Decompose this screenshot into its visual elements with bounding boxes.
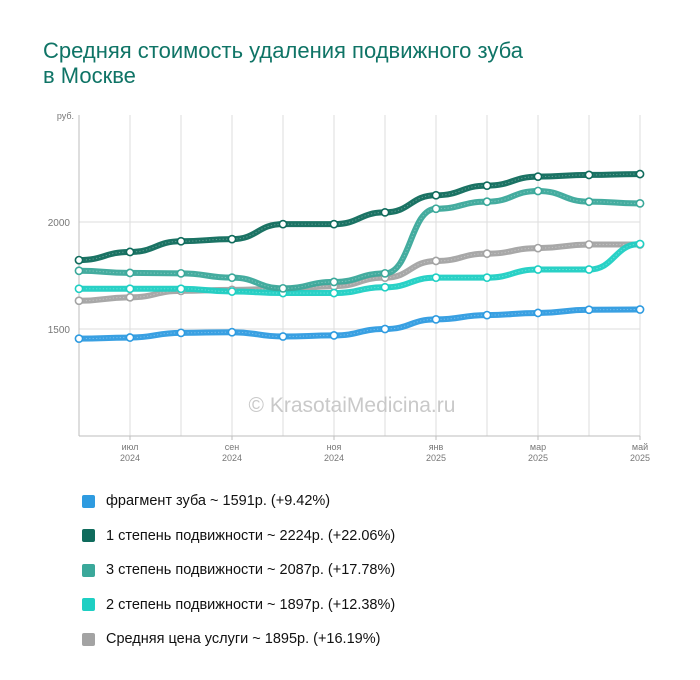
x-tick-year-label: 2024 <box>120 453 140 463</box>
legend-swatch <box>82 563 95 577</box>
series-0-point <box>584 305 594 315</box>
series-2-point <box>176 268 186 278</box>
y-tick-label: 1500 <box>48 325 71 336</box>
series-3-point <box>584 265 594 274</box>
series-3-point <box>380 282 390 292</box>
series-0-point <box>380 324 390 334</box>
x-tick-year-label: 2024 <box>222 453 242 463</box>
series-2-point <box>635 198 645 208</box>
series-2-point <box>278 283 288 293</box>
series-4-point <box>584 240 594 249</box>
y-tick-label: 2000 <box>48 218 71 229</box>
legend: фрагмент зуба ~ 1591р. (+9.42%) 1 степень… <box>82 484 395 657</box>
legend-swatch <box>82 632 95 646</box>
legend-swatch <box>82 494 95 508</box>
series-2-line <box>76 187 643 292</box>
series-2-line-group <box>76 187 643 292</box>
series-1-point <box>431 190 441 200</box>
series-0-point <box>176 328 186 338</box>
series-1-point <box>533 172 543 182</box>
series-points <box>74 169 645 344</box>
series-0-point <box>635 305 645 314</box>
series-3-point <box>227 287 237 296</box>
series-1-point <box>584 170 594 180</box>
series-3-point <box>533 265 543 274</box>
series-2-point <box>125 268 135 278</box>
x-tick-year-label: 2024 <box>324 453 344 463</box>
legend-item[interactable]: фрагмент зуба ~ 1591р. (+9.42%) <box>82 484 395 519</box>
series-4-point <box>431 256 441 266</box>
series-4-point <box>482 249 492 259</box>
series-0-point <box>482 310 492 320</box>
chart-title-line2: в Москве <box>43 63 136 88</box>
series-1-point <box>635 169 645 179</box>
series-0-point <box>227 327 237 337</box>
x-tick-year-label: 2025 <box>426 453 446 463</box>
x-tick-year-label: 2025 <box>528 453 548 463</box>
x-tick-month-label: сен <box>225 442 240 452</box>
series-0-point <box>533 308 543 318</box>
series-1-point <box>278 219 288 229</box>
series-2-point <box>380 268 390 278</box>
series-0-line <box>76 306 643 342</box>
legend-label: фрагмент зуба ~ 1591р. (+9.42%) <box>106 493 331 510</box>
series-3-point <box>329 288 339 298</box>
series-2-point <box>227 273 237 283</box>
watermark: © KrasotaiMedicina.ru <box>249 394 456 417</box>
chart-title: Средняя стоимость удаления подвижного зу… <box>43 38 643 88</box>
series-2-point <box>482 197 492 207</box>
legend-item[interactable]: 2 степень подвижности ~ 1897р. (+12.38%) <box>82 588 395 623</box>
series-3-line-texture <box>79 243 641 294</box>
legend-item[interactable]: 1 степень подвижности ~ 2224р. (+22.06%) <box>82 519 395 554</box>
legend-item[interactable]: 3 степень подвижности ~ 2087р. (+17.78%) <box>82 553 395 588</box>
series-4-point <box>125 292 135 302</box>
series-1-point <box>380 207 390 217</box>
series-0-point <box>431 314 441 324</box>
series-4-point <box>533 243 543 253</box>
series-2-point <box>431 204 441 214</box>
legend-label: 3 степень подвижности ~ 2087р. (+17.78%) <box>106 562 396 579</box>
series-0-point <box>74 334 84 344</box>
series-0-point <box>125 333 135 342</box>
y-unit-label: руб. <box>57 111 74 121</box>
legend-label: 2 степень подвижности ~ 1897р. (+12.38%) <box>106 596 396 613</box>
legend-label: 1 степень подвижности ~ 2224р. (+22.06%) <box>106 527 396 544</box>
axes: 15002000руб.июл2024сен2024ноя2024янв2025… <box>48 111 650 463</box>
series-3-point <box>125 284 135 294</box>
series-1-point <box>482 181 492 191</box>
chart-title-line1: Средняя стоимость удаления подвижного зу… <box>43 38 523 63</box>
series-2-point <box>329 277 339 287</box>
series-0-point <box>329 331 339 340</box>
series-0-point <box>278 332 288 341</box>
x-tick-month-label: ноя <box>327 442 342 452</box>
x-tick-month-label: янв <box>429 442 444 452</box>
series-1-point <box>227 234 237 244</box>
series-1-point <box>125 247 135 257</box>
series-1-point <box>74 255 84 265</box>
series-3-point <box>635 239 645 249</box>
series-3-line <box>76 241 643 297</box>
series-0-line-group <box>76 306 643 342</box>
series-3-point <box>176 284 186 294</box>
series-4-point <box>74 296 84 306</box>
legend-swatch <box>82 529 95 543</box>
series-2-point <box>74 266 84 276</box>
series-2-point <box>584 197 594 207</box>
x-tick-month-label: мар <box>530 442 546 452</box>
series-3-point <box>74 284 84 294</box>
x-tick-month-label: май <box>632 442 648 452</box>
x-tick-month-label: июл <box>122 442 139 452</box>
series-1-point <box>176 236 186 246</box>
legend-item[interactable]: Средняя цена услуги ~ 1895р. (+16.19%) <box>82 622 395 657</box>
x-tick-year-label: 2025 <box>630 453 650 463</box>
legend-swatch <box>82 598 95 612</box>
legend-label: Средняя цена услуги ~ 1895р. (+16.19%) <box>106 631 381 648</box>
series-3-point <box>431 273 441 283</box>
series-lines <box>76 171 643 342</box>
series-2-point <box>533 186 543 196</box>
series-1-point <box>329 219 339 229</box>
series-3-point <box>482 273 492 283</box>
series-3-line-group <box>76 241 643 297</box>
